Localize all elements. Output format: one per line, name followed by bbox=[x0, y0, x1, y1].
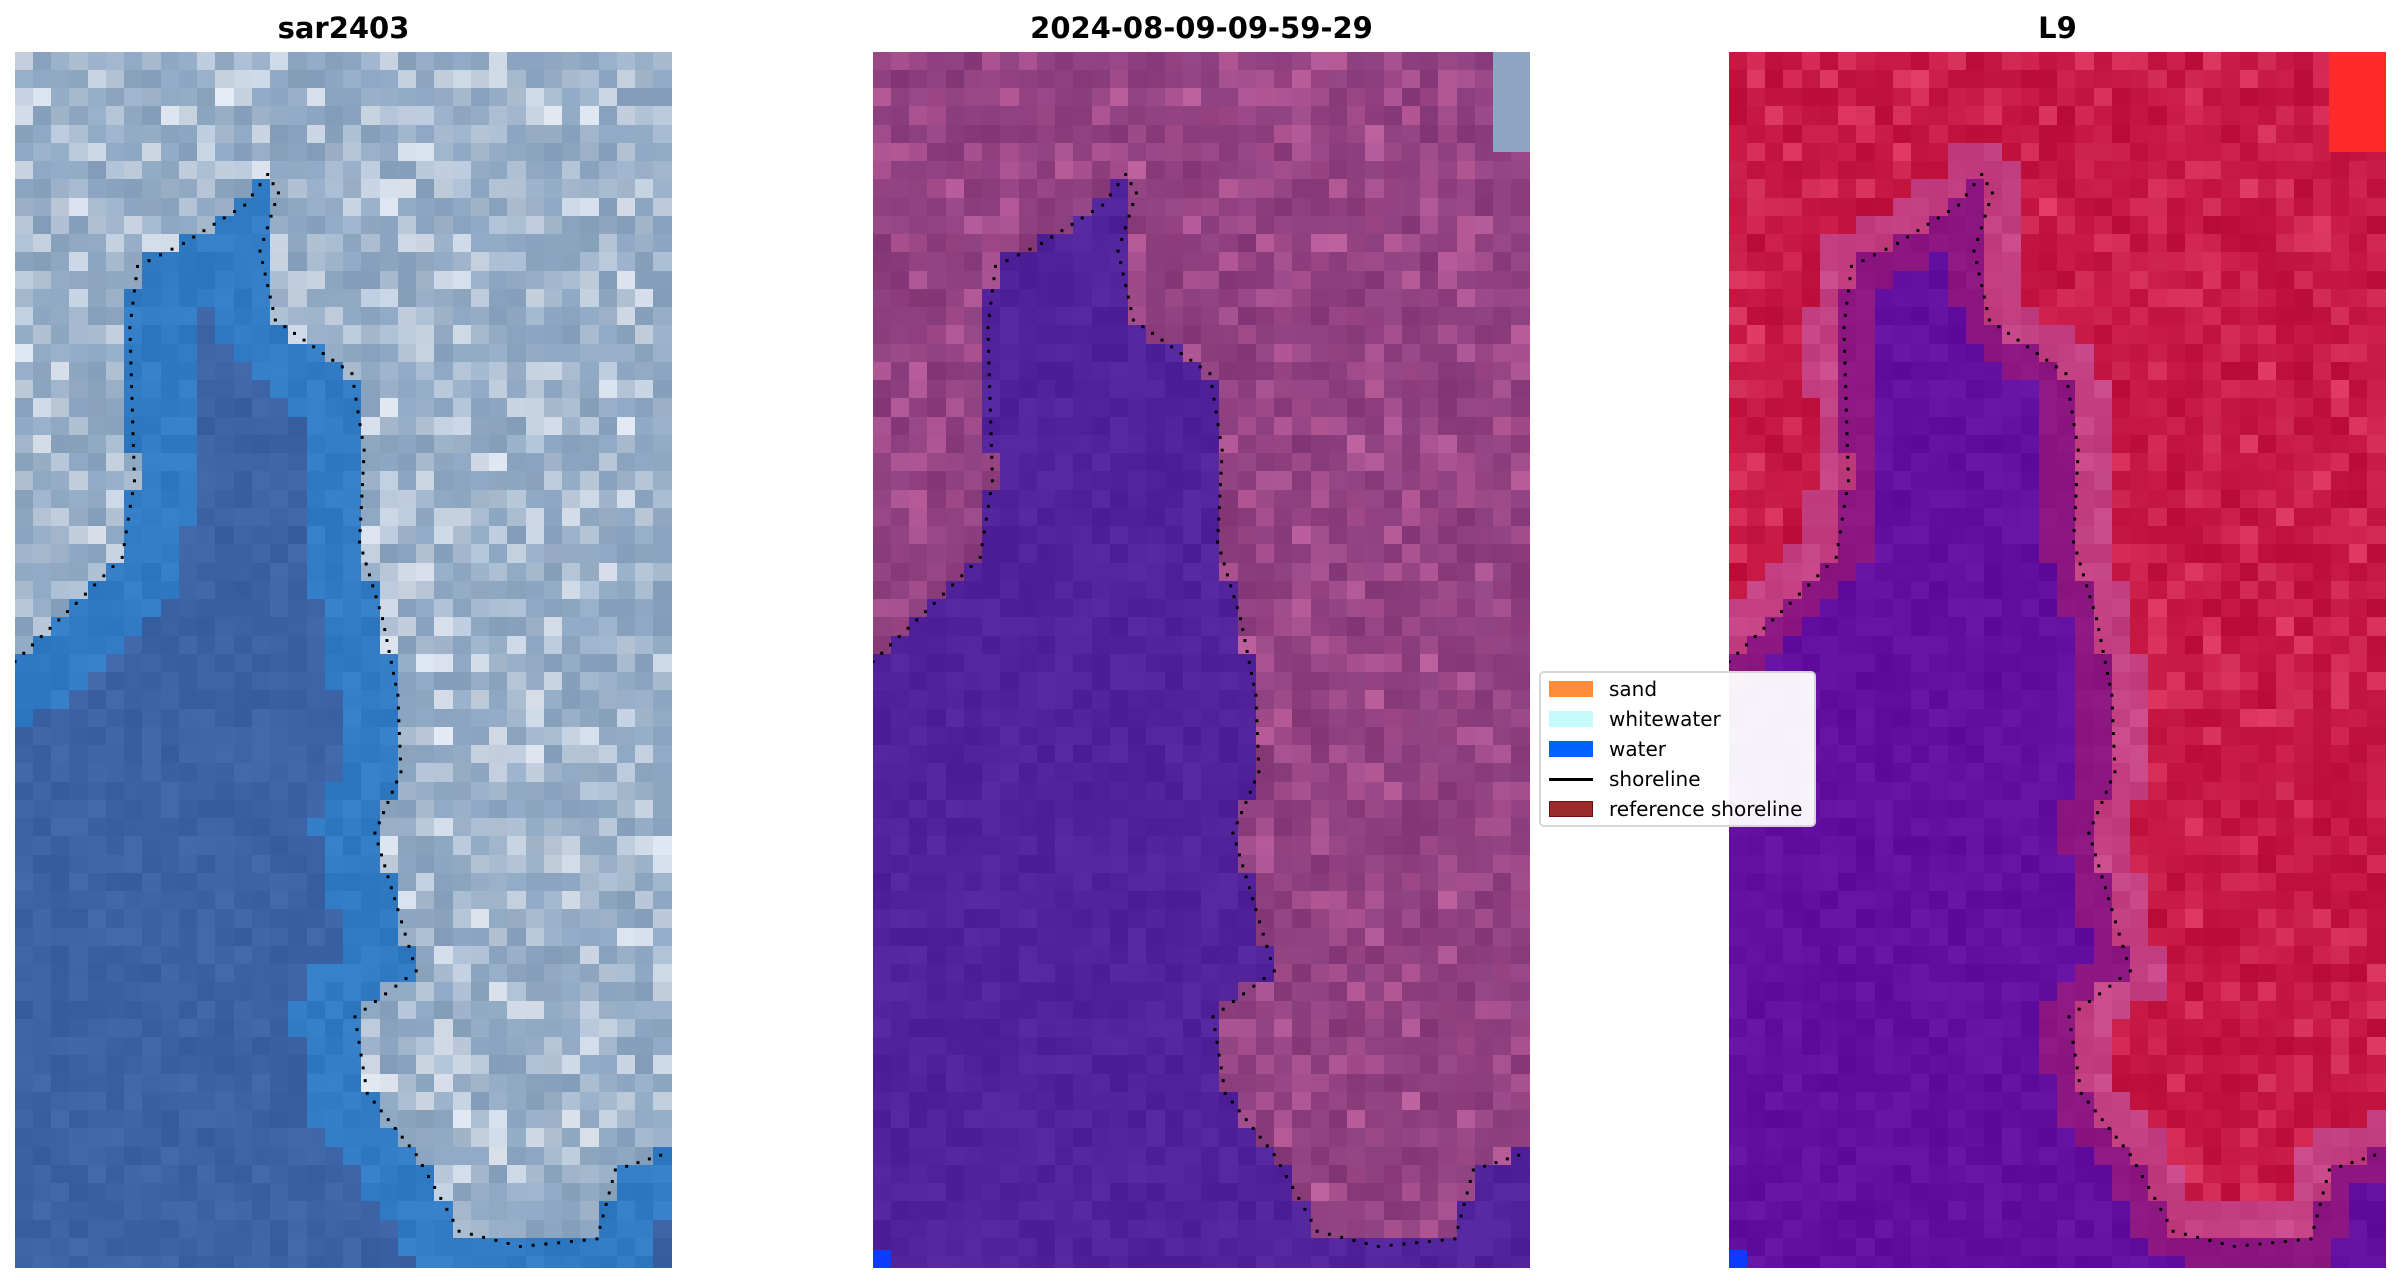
legend: sand whitewater water shoreline referenc… bbox=[1539, 671, 1817, 827]
sand-swatch bbox=[1549, 681, 1593, 697]
legend-label: whitewater bbox=[1609, 707, 1721, 731]
legend-item-water: water bbox=[1549, 735, 1802, 763]
legend-label: water bbox=[1609, 737, 1666, 761]
legend-label: sand bbox=[1609, 677, 1658, 701]
reference-shoreline-swatch bbox=[1549, 801, 1593, 817]
shoreline-line-icon bbox=[1549, 777, 1593, 781]
panel-title-1: sar2403 bbox=[277, 11, 410, 45]
legend-item-reference-shoreline: reference shoreline bbox=[1549, 795, 1802, 823]
index-image-panel bbox=[1729, 52, 2386, 1268]
legend-label: shoreline bbox=[1609, 767, 1701, 791]
legend-label: reference shoreline bbox=[1609, 797, 1803, 821]
legend-item-shoreline: shoreline bbox=[1549, 765, 1802, 793]
classified-image-panel bbox=[873, 52, 1530, 1268]
panel-title-3: L9 bbox=[2038, 11, 2077, 45]
legend-item-sand: sand bbox=[1549, 675, 1802, 703]
whitewater-swatch bbox=[1549, 711, 1593, 727]
rgb-image-panel bbox=[15, 52, 672, 1268]
legend-item-whitewater: whitewater bbox=[1549, 705, 1802, 733]
panel-title-2: 2024-08-09-09-59-29 bbox=[1030, 11, 1373, 45]
water-swatch bbox=[1549, 741, 1593, 757]
